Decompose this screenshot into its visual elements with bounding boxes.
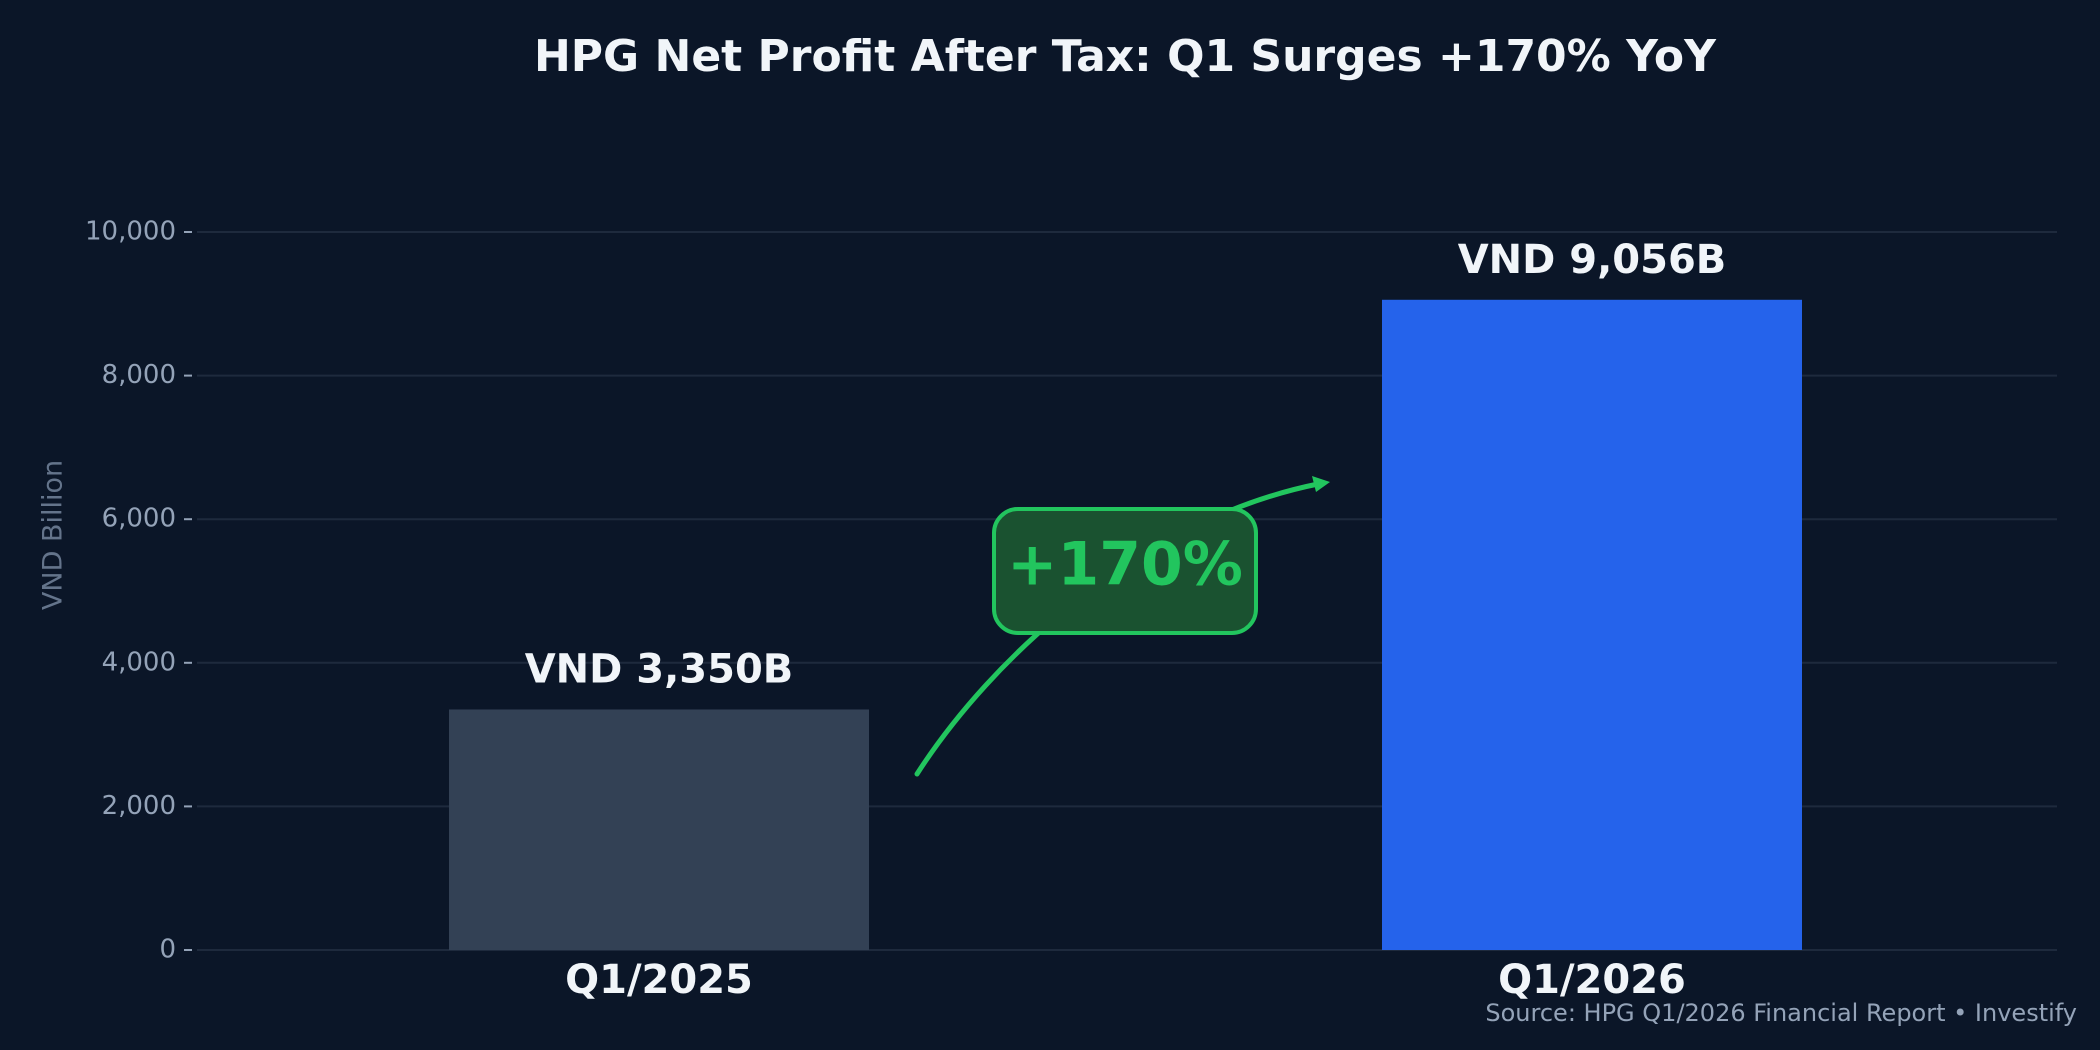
arrow-head <box>1312 476 1330 492</box>
y-tick-label: 0 <box>159 935 176 965</box>
y-tick-label: 4,000 <box>102 647 176 677</box>
annotation-box <box>992 507 1258 635</box>
x-tick-label: Q1/2025 <box>565 957 753 1003</box>
bar <box>449 709 869 950</box>
y-tick-label: 8,000 <box>102 360 176 390</box>
y-tick-label: 2,000 <box>102 791 176 821</box>
bar-value-label: VND 3,350B <box>525 646 794 692</box>
bar <box>1382 299 1802 951</box>
annotation-text: +170% <box>1007 530 1243 600</box>
source-note: Source: HPG Q1/2026 Financial Report • I… <box>1485 999 2077 1027</box>
bar-value-label: VND 9,056B <box>1458 237 1727 283</box>
y-tick-label: 10,000 <box>85 217 176 247</box>
x-tick-label: Q1/2026 <box>1498 957 1686 1003</box>
plot-area: 0 2,000 4,000 6,000 8,000 10,000 VND 3,350B Q1/… <box>85 217 2057 1003</box>
chart-title: HPG Net Profit After Tax: Q1 Surges +170… <box>534 31 1717 82</box>
y-tick-label: 6,000 <box>102 504 176 534</box>
y-axis-title: VND Billion <box>38 460 69 610</box>
